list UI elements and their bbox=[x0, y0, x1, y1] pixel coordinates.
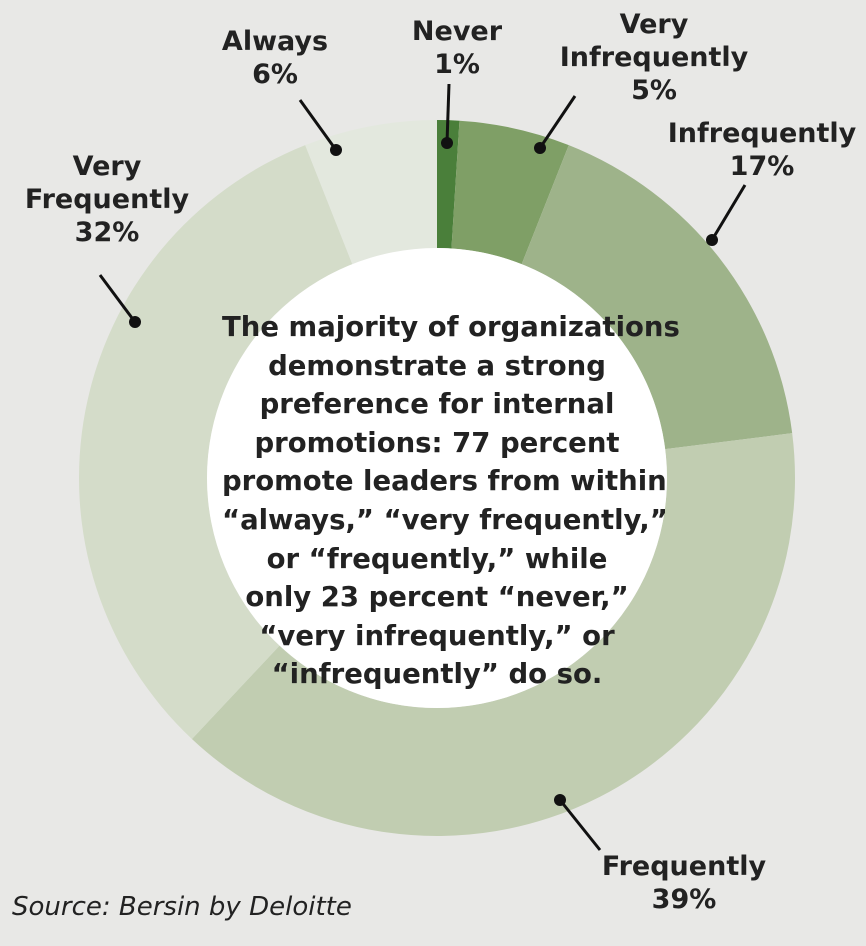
source-note: Source: Bersin by Deloitte bbox=[12, 892, 352, 922]
pie-slice-frequently bbox=[191, 433, 795, 836]
pie-slice-very-infrequently bbox=[451, 120, 569, 265]
data-label-category-very-frequently: Very bbox=[73, 151, 142, 182]
center-text-line: promotions: 77 percent bbox=[254, 426, 620, 459]
data-label-value-always: 6% bbox=[252, 59, 298, 90]
leader-dot-infrequently bbox=[706, 234, 718, 246]
data-label-value-infrequently: 17% bbox=[730, 151, 795, 182]
data-label-category-very-infrequently: Very bbox=[620, 9, 689, 40]
center-annotation: The majority of organizations demonstrat… bbox=[222, 308, 680, 694]
center-text-line: The majority of organizations bbox=[222, 311, 680, 343]
donut-hole bbox=[207, 248, 667, 708]
data-label-value-very-infrequently: 5% bbox=[631, 75, 677, 106]
data-label-category-very-infrequently: Infrequently bbox=[560, 42, 749, 73]
data-label-category-infrequently: Infrequently bbox=[668, 118, 857, 149]
leader-dot-very-frequently bbox=[129, 316, 141, 328]
data-label-category-always: Always bbox=[222, 26, 328, 57]
leader-line-very-infrequently bbox=[538, 95, 577, 149]
leader-line-frequently bbox=[558, 799, 602, 851]
center-text-line: demonstrate a strong bbox=[268, 349, 606, 382]
data-label-value-frequently: 39% bbox=[652, 884, 717, 915]
leader-line-always bbox=[298, 99, 338, 151]
leader-line-very-frequently bbox=[98, 274, 137, 323]
pie-slice-infrequently bbox=[521, 145, 793, 450]
center-text-line: “always,” “very frequently,” bbox=[222, 503, 668, 536]
center-text-line: promote leaders from within bbox=[222, 465, 667, 498]
leader-line-never bbox=[445, 83, 451, 144]
center-text-line: preference for internal bbox=[259, 388, 615, 421]
leader-dot-always bbox=[330, 144, 342, 156]
data-label-value-very-frequently: 32% bbox=[75, 217, 140, 248]
pie-slice-very-frequently bbox=[78, 145, 353, 739]
center-text-line: or “frequently,” while bbox=[266, 542, 608, 575]
leader-line-infrequently bbox=[710, 184, 747, 241]
center-text-line: “infrequently” do so. bbox=[271, 658, 603, 691]
pie-slice-always bbox=[305, 120, 437, 265]
data-label-category-never: Never bbox=[412, 16, 503, 47]
center-text-line: only 23 percent “never,” bbox=[245, 581, 629, 614]
data-label-category-very-frequently: Frequently bbox=[25, 184, 190, 215]
leader-dot-frequently bbox=[554, 794, 566, 806]
leader-dot-never bbox=[441, 137, 453, 149]
leader-dot-very-infrequently bbox=[534, 142, 546, 154]
center-text-line: “very infrequently,” or bbox=[259, 619, 615, 652]
data-label-category-frequently: Frequently bbox=[602, 851, 767, 882]
pie-slice-never bbox=[437, 120, 460, 249]
data-label-value-never: 1% bbox=[434, 49, 480, 80]
